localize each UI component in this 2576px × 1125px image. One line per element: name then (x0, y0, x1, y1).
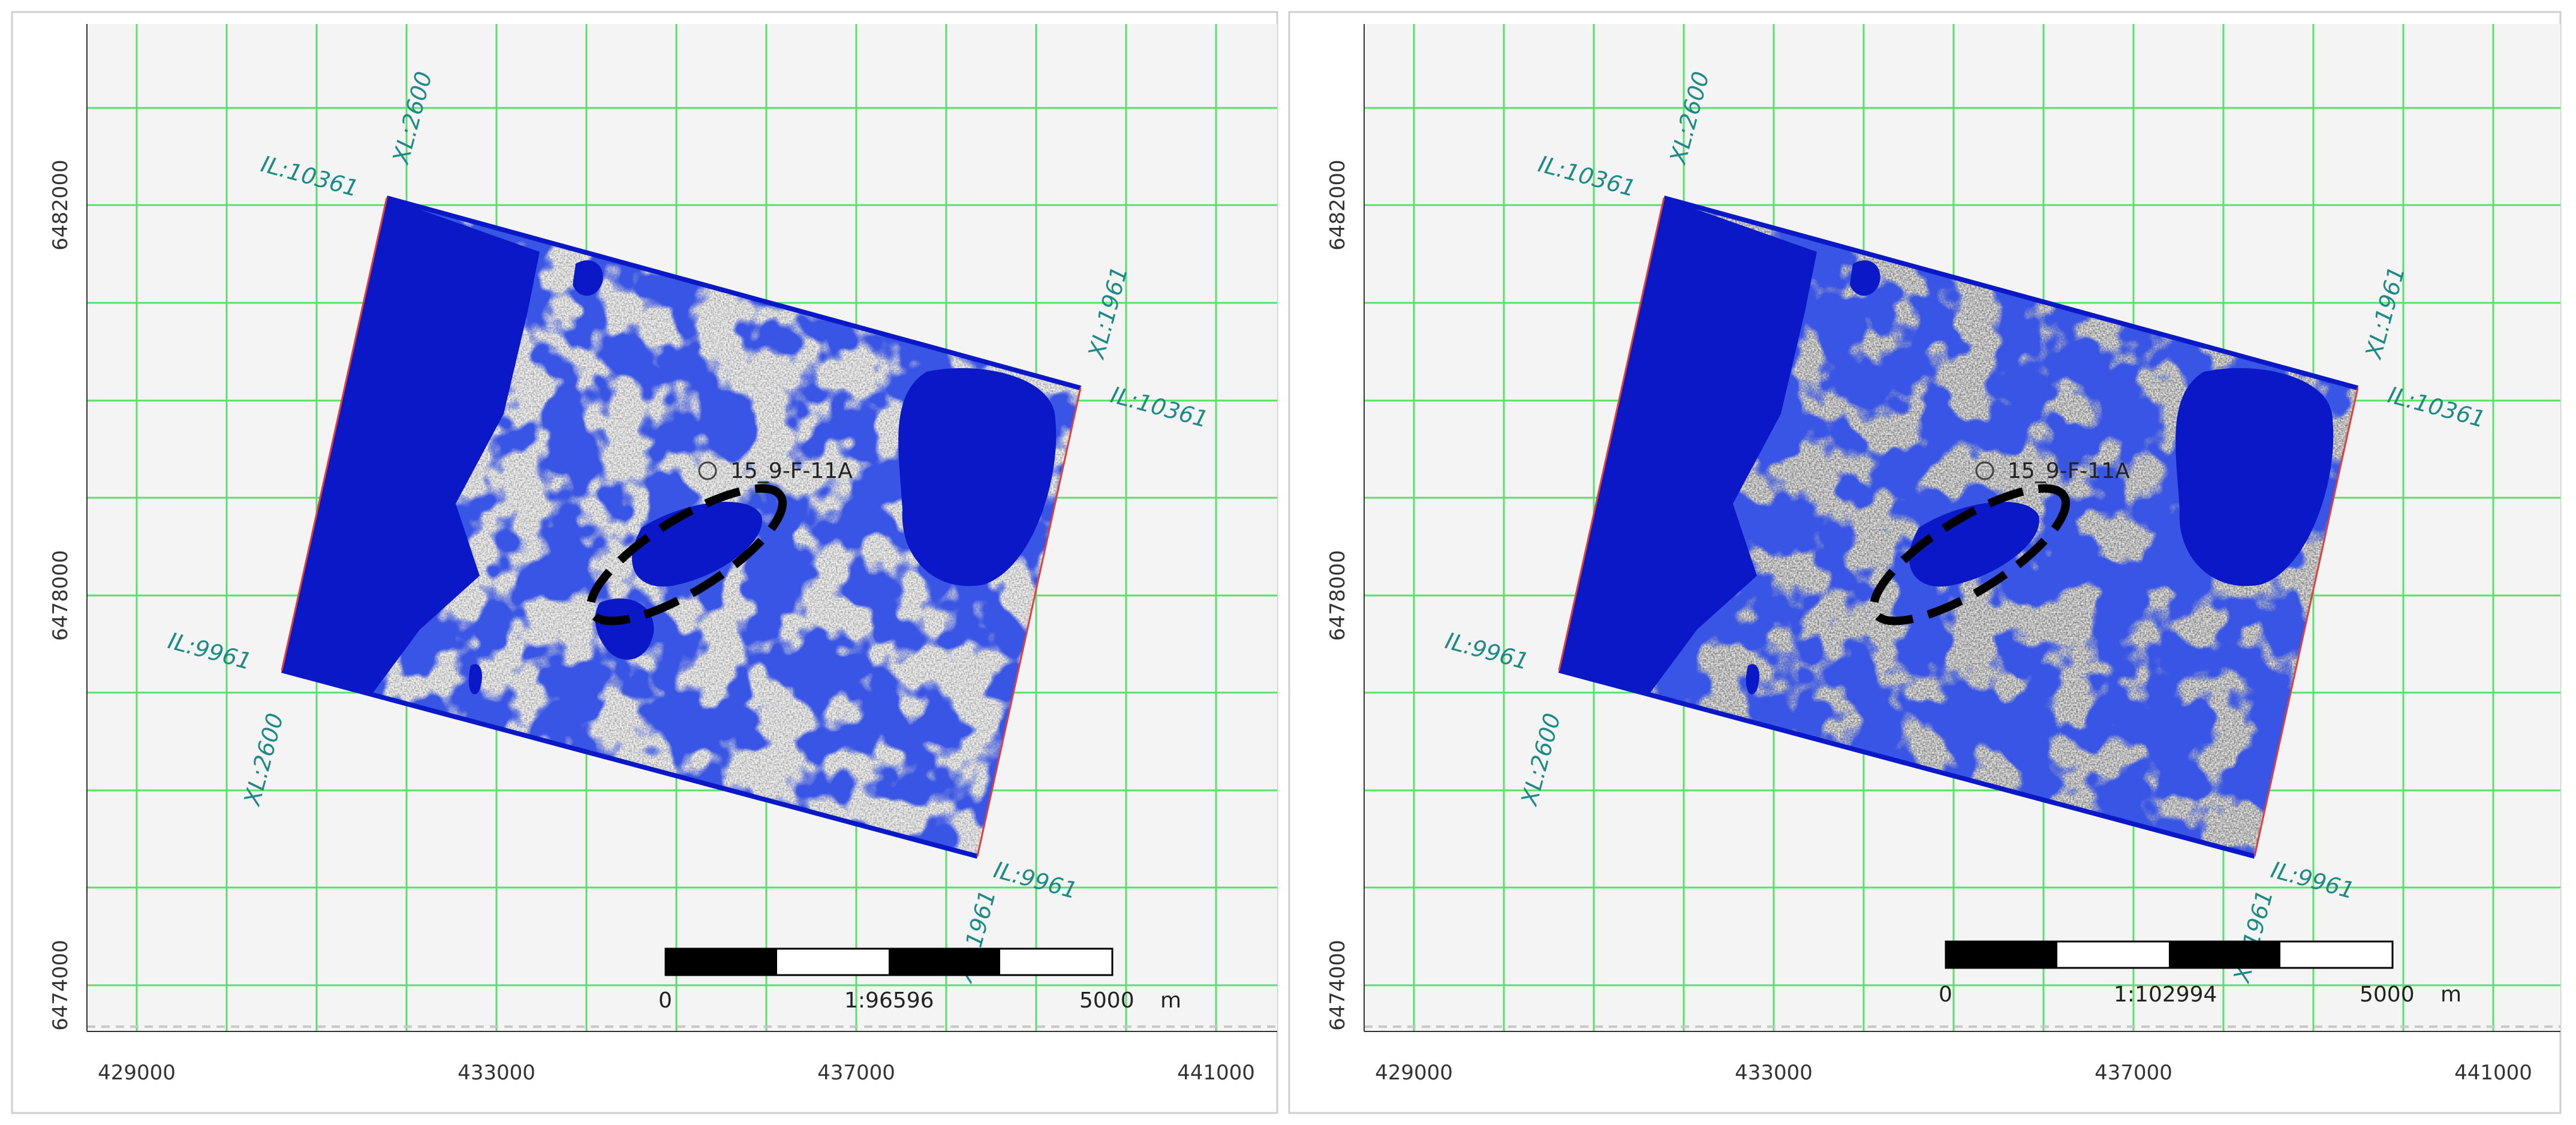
map-panel-left: 15_9-F-11A IL:10361 XL:2600 XL:1961 IL:1… (11, 11, 1278, 1114)
x-axis-ticks: 429000 433000 437000 441000 (98, 1061, 1255, 1085)
scale-start-label: 0 (1939, 982, 1952, 1007)
highlight-ellipse (1869, 484, 2071, 625)
scale-bar: 0 1:96596 5000 m (658, 947, 1181, 1013)
highlight-ellipse (586, 484, 787, 625)
y-tick-label: 6482000 (49, 160, 73, 250)
scale-end-label: 5000 (2360, 982, 2415, 1007)
scale-bar: 0 1:102994 5000 m (1939, 940, 2461, 1007)
well-icon (698, 461, 717, 480)
well-label: 15_9-F-11A (2008, 459, 2130, 483)
scale-ratio-label: 1:96596 (844, 988, 934, 1013)
x-tick-label: 441000 (2454, 1061, 2532, 1085)
y-tick-label: 6478000 (49, 550, 73, 640)
x-tick-label: 437000 (2094, 1061, 2172, 1085)
y-axis-ticks: 6482000 6478000 6474000 (49, 160, 73, 1030)
well-label: 15_9-F-11A (730, 459, 853, 483)
y-axis-ticks: 6482000 6478000 6474000 (1326, 160, 1350, 1030)
x-tick-label: 433000 (458, 1061, 535, 1085)
y-tick-label: 6474000 (49, 940, 73, 1030)
map-panel-right: 15_9-F-11A IL:10361 XL:2600 XL:1961 IL:1… (1288, 11, 2562, 1114)
x-tick-label: 441000 (1177, 1061, 1255, 1085)
well-marker[interactable]: 15_9-F-11A (698, 459, 853, 483)
scale-unit-label: m (1160, 988, 1181, 1013)
y-tick-label: 6482000 (1326, 160, 1350, 250)
scale-end-label: 5000 (1079, 988, 1134, 1013)
y-tick-label: 6478000 (1326, 550, 1350, 640)
y-tick-label: 6474000 (1326, 940, 1350, 1030)
x-tick-label: 429000 (98, 1061, 176, 1085)
x-tick-label: 437000 (817, 1061, 895, 1085)
scale-unit-label: m (2440, 982, 2461, 1007)
well-marker[interactable]: 15_9-F-11A (1975, 459, 2130, 483)
x-axis-ticks: 429000 433000 437000 441000 (1375, 1061, 2532, 1085)
scale-start-label: 0 (658, 988, 672, 1013)
well-icon (1975, 461, 1994, 480)
scale-ratio-label: 1:102994 (2114, 982, 2217, 1007)
x-tick-label: 429000 (1375, 1061, 1453, 1085)
x-tick-label: 433000 (1735, 1061, 1813, 1085)
